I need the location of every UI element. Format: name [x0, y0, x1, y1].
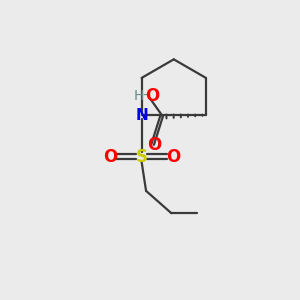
Text: -: -	[142, 89, 147, 103]
Text: O: O	[166, 148, 180, 166]
Text: O: O	[145, 87, 159, 105]
Text: O: O	[103, 148, 118, 166]
Text: S: S	[136, 148, 148, 166]
Text: O: O	[147, 136, 161, 154]
Text: H: H	[134, 89, 144, 103]
Text: N: N	[135, 108, 148, 123]
